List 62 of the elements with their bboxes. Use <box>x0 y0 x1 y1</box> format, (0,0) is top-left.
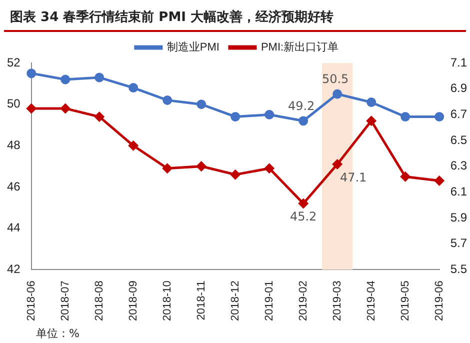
y2-tick-label: 5.9 <box>450 210 468 224</box>
y2-tick-label: 6.3 <box>450 158 468 173</box>
x-tick-label: 2018-11 <box>195 280 208 320</box>
x-tick-label: 2018-12 <box>229 280 242 322</box>
point <box>162 95 172 105</box>
point <box>332 160 342 169</box>
x-tick-label: 2019-05 <box>399 280 412 322</box>
annotation: 45.2 <box>290 210 317 224</box>
y-tick-label: 46 <box>6 179 21 194</box>
point <box>196 100 206 110</box>
legend-label: 制造业PMI <box>166 40 220 54</box>
y2-tick-label: 6.5 <box>450 132 468 147</box>
point <box>128 83 138 93</box>
annotation: 50.5 <box>322 72 349 86</box>
y2-tick-label: 7.1 <box>450 55 468 70</box>
y2-tick-label: 6.9 <box>450 81 468 96</box>
point <box>128 140 138 150</box>
y2-tick-label: 6.7 <box>450 106 468 121</box>
y-tick-label: 52 <box>6 55 21 70</box>
text: 单位：% <box>35 326 80 341</box>
point <box>366 98 376 108</box>
point <box>400 112 410 122</box>
x-tick-label: 2019-06 <box>433 280 446 322</box>
x-tick-label: 2019-04 <box>365 280 378 322</box>
point <box>434 112 444 122</box>
point <box>230 112 240 122</box>
point <box>94 72 104 82</box>
x-tick-label: 2018-07 <box>59 280 72 322</box>
point <box>298 116 308 126</box>
point <box>196 162 206 172</box>
point <box>298 198 308 208</box>
x-tick-label: 2019-01 <box>263 280 276 322</box>
y-tick-label: 50 <box>6 96 21 111</box>
x-tick-label: 2018-06 <box>25 280 38 322</box>
x-tick-label: 2018-10 <box>161 280 174 322</box>
point <box>230 170 240 180</box>
point <box>60 74 70 84</box>
x-tick-label: 2018-09 <box>127 280 140 322</box>
y-tick-label: 44 <box>6 220 21 235</box>
point <box>94 112 104 122</box>
point <box>434 176 444 186</box>
annotation: 49.2 <box>288 98 315 113</box>
point <box>60 104 70 114</box>
point <box>26 68 36 78</box>
point <box>264 164 274 174</box>
point <box>366 116 376 126</box>
point <box>162 164 172 174</box>
y2-tick-label: 5.5 <box>450 262 468 276</box>
y-tick-label: 48 <box>6 138 21 152</box>
chart-title: 图表 34 春季行情结束前 PMI 大幅改善，经济预期好转 <box>4 0 466 32</box>
annotation: 47.1 <box>340 170 367 184</box>
point <box>264 110 274 120</box>
point <box>332 89 342 99</box>
x-tick-label: 2019-03 <box>331 280 344 322</box>
y-tick-label: 42 <box>6 262 21 276</box>
point <box>26 104 36 114</box>
point <box>400 172 410 182</box>
x-tick-label: 2018-08 <box>93 280 106 322</box>
y2-tick-label: 5.7 <box>450 236 468 250</box>
x-tick-label: 2019-02 <box>297 280 310 322</box>
y2-tick-label: 6.1 <box>450 184 468 198</box>
legend-label: PMI:新出口订单 <box>260 40 339 54</box>
